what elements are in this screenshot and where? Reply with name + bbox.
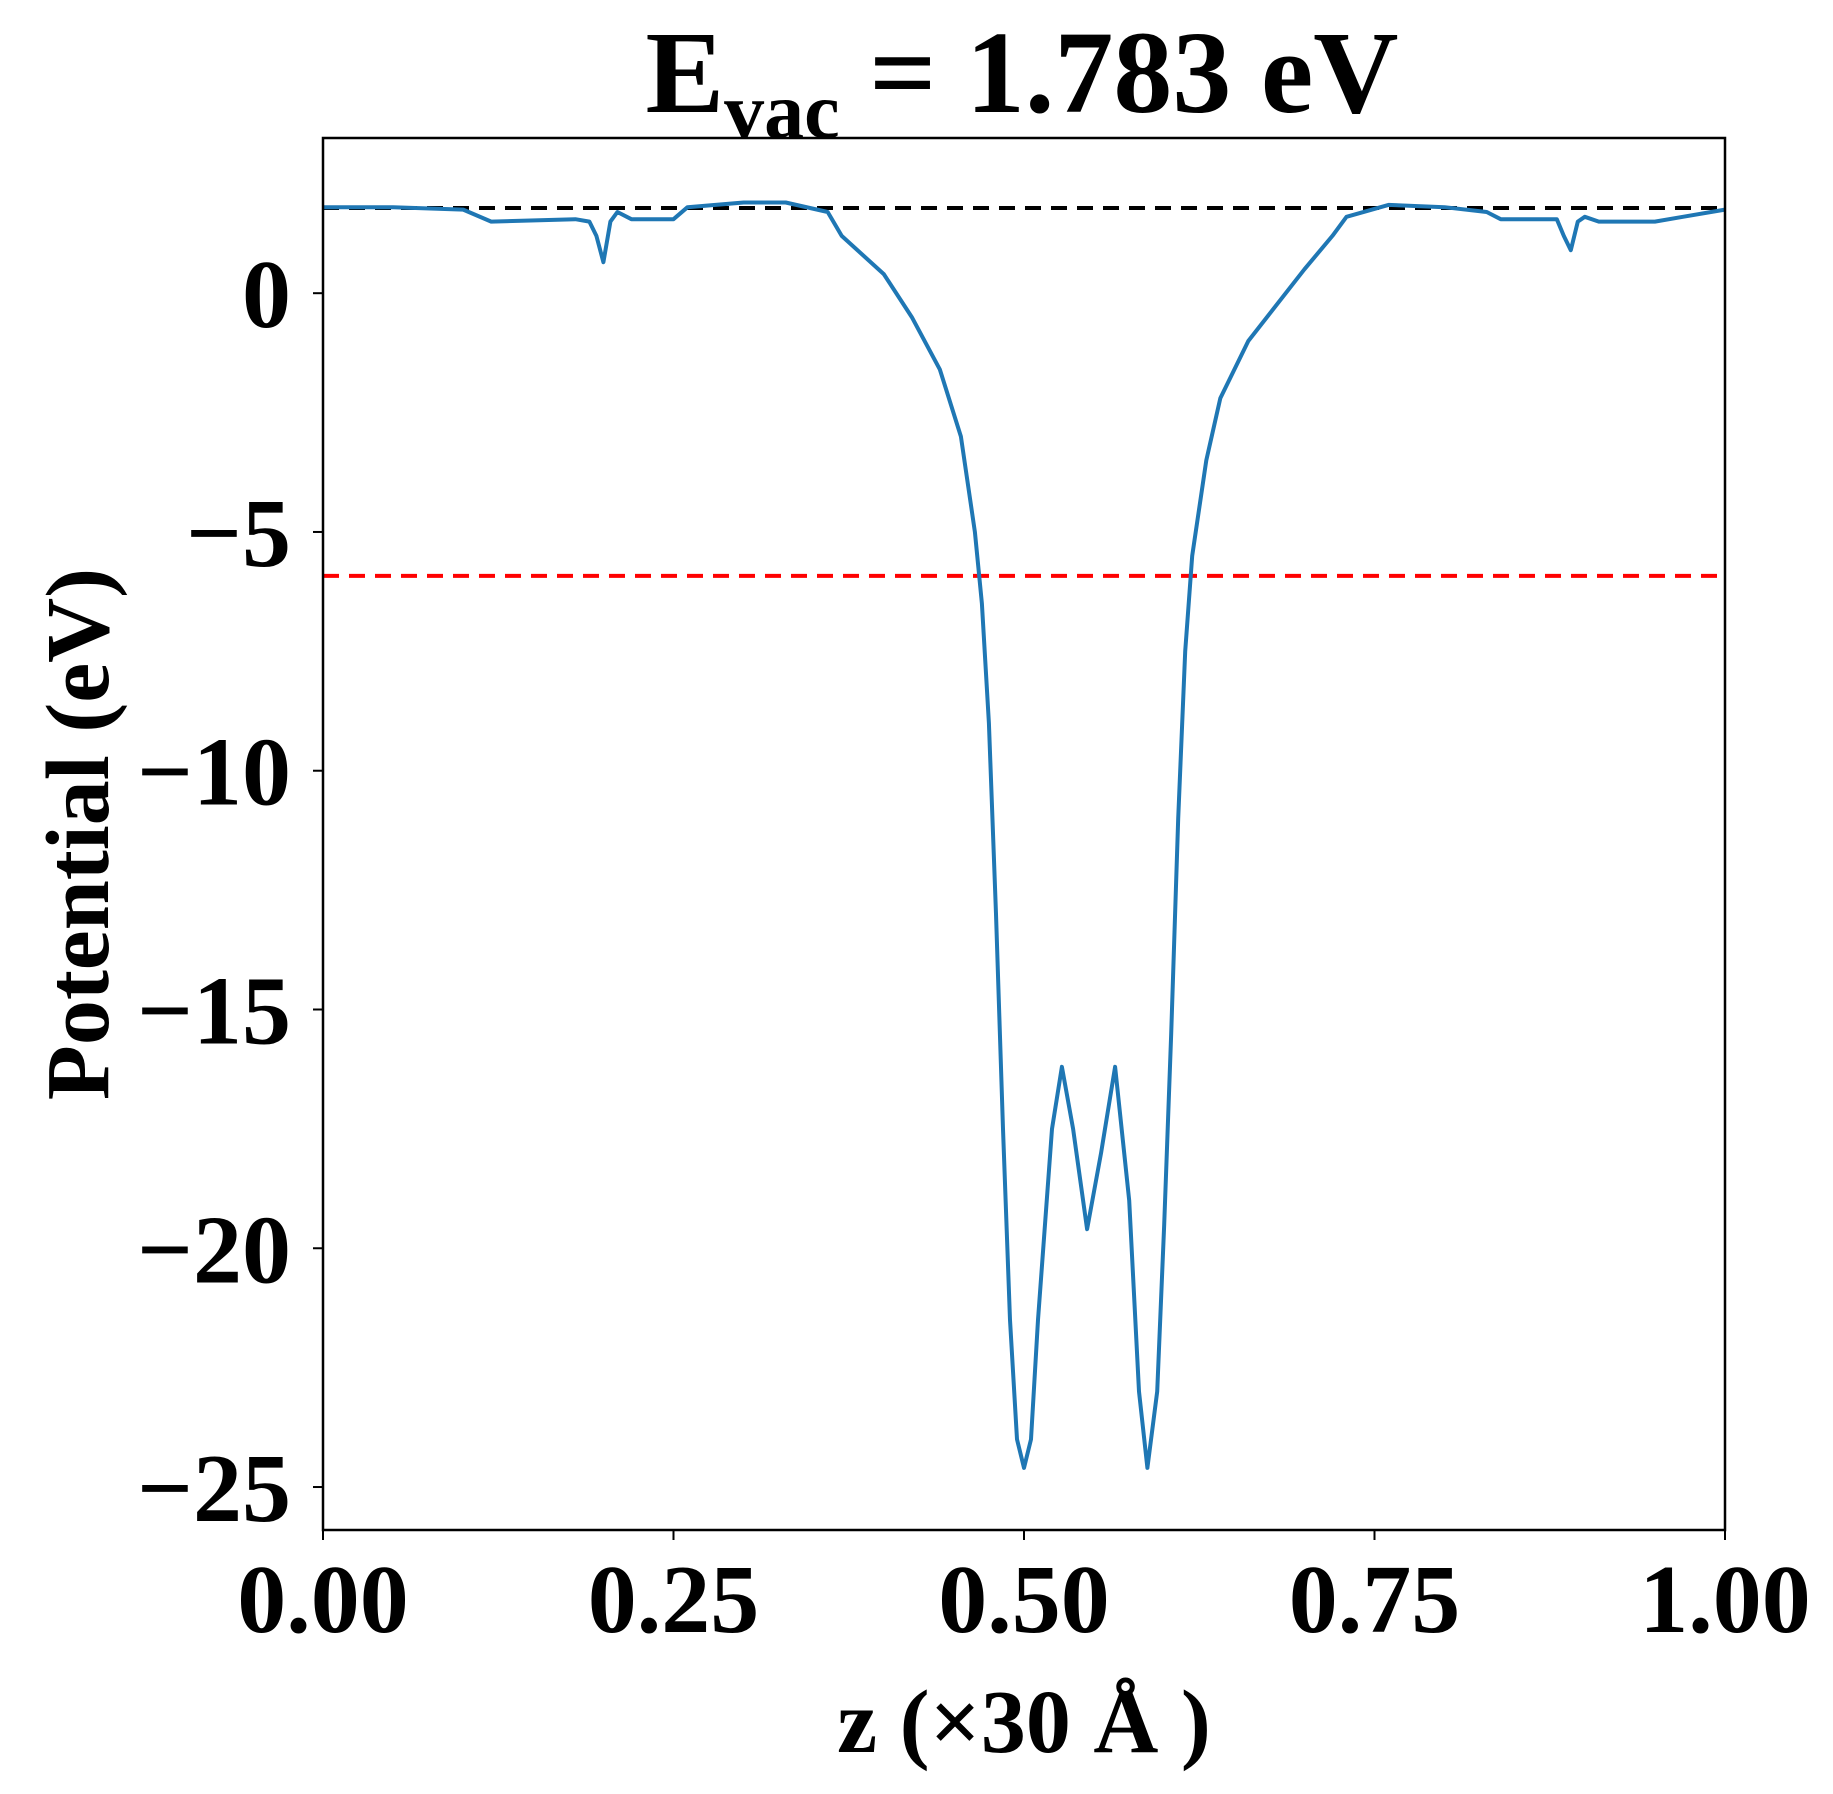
title-rest: = 1.783 eV <box>840 7 1399 138</box>
y-tick-label: 0 <box>242 241 291 349</box>
x-tick-label: 0.50 <box>938 1546 1110 1654</box>
data-line <box>323 200 1726 1470</box>
x-tick-label: 0.25 <box>588 1546 760 1654</box>
title-sub: vac <box>724 68 840 156</box>
title-main: E <box>645 7 724 138</box>
y-tick-label: −10 <box>137 719 291 827</box>
plot-frame <box>321 136 1727 1532</box>
y-tick-label: −5 <box>186 480 291 588</box>
y-tick-label: −25 <box>137 1435 291 1543</box>
x-axis-label: z (×30 Å ) <box>837 1673 1211 1772</box>
x-tick-label: 1.00 <box>1639 1546 1811 1654</box>
x-tick-label: 0.75 <box>1289 1546 1461 1654</box>
y-axis-label: Potential (eV) <box>29 568 128 1100</box>
x-tick-label: 0.00 <box>237 1546 409 1654</box>
y-tick-label: −15 <box>137 957 291 1065</box>
y-tick-label: −20 <box>137 1196 291 1304</box>
chart-title: Evac = 1.783 eV <box>645 7 1398 156</box>
